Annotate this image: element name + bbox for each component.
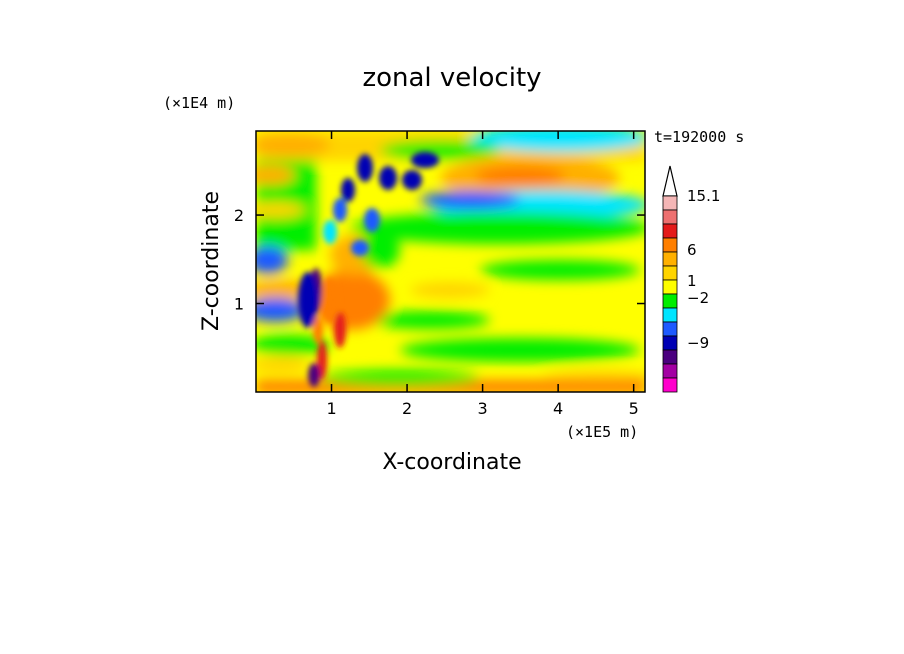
colorbar-label: −2 <box>687 289 709 307</box>
colorbar-cap <box>662 165 678 197</box>
time-label: t=192000 s <box>654 128 744 146</box>
colorbar-segment <box>662 321 678 337</box>
y-unit-label: (×1E4 m) <box>163 94 235 112</box>
x-tick-label: 5 <box>629 399 639 418</box>
colorbar-segment <box>662 293 678 309</box>
colorbar-segment <box>662 349 678 365</box>
colorbar-segment <box>662 265 678 281</box>
colorbar-segment <box>662 195 678 211</box>
x-tick-label: 3 <box>478 399 488 418</box>
heatmap-field <box>256 131 645 392</box>
y-axis-ticks: 12 <box>234 206 645 314</box>
colorbar-segment <box>662 209 678 225</box>
colorbar <box>662 165 678 393</box>
x-tick-label: 1 <box>326 399 336 418</box>
colorbar-tick-labels: 15.1 6 1−2 −9 <box>687 187 720 352</box>
y-tick-label: 1 <box>234 295 244 314</box>
y-axis-title: Z-coordinate <box>199 191 224 331</box>
x-axis-ticks: 1 2 3 4 5 <box>326 131 639 418</box>
colorbar-segment <box>662 251 678 267</box>
x-unit-label: (×1E5 m) <box>566 423 638 441</box>
x-axis-title: X-coordinate <box>382 450 521 475</box>
colorbar-label: 6 <box>687 241 697 259</box>
plot-frame <box>255 130 646 393</box>
colorbar-segment <box>662 223 678 239</box>
colorbar-segment <box>662 237 678 253</box>
colorbar-segment <box>662 279 678 295</box>
colorbar-label: 1 <box>687 272 697 290</box>
colorbar-segment <box>662 307 678 323</box>
x-tick-label: 2 <box>402 399 412 418</box>
y-tick-label: 2 <box>234 206 244 225</box>
colorbar-label: 15.1 <box>687 187 720 205</box>
chart-title: zonal velocity <box>362 63 541 93</box>
x-tick-label: 4 <box>553 399 563 418</box>
colorbar-segment <box>662 335 678 351</box>
colorbar-segment <box>662 363 678 379</box>
colorbar-label: −9 <box>687 334 709 352</box>
colorbar-segment <box>662 377 678 393</box>
